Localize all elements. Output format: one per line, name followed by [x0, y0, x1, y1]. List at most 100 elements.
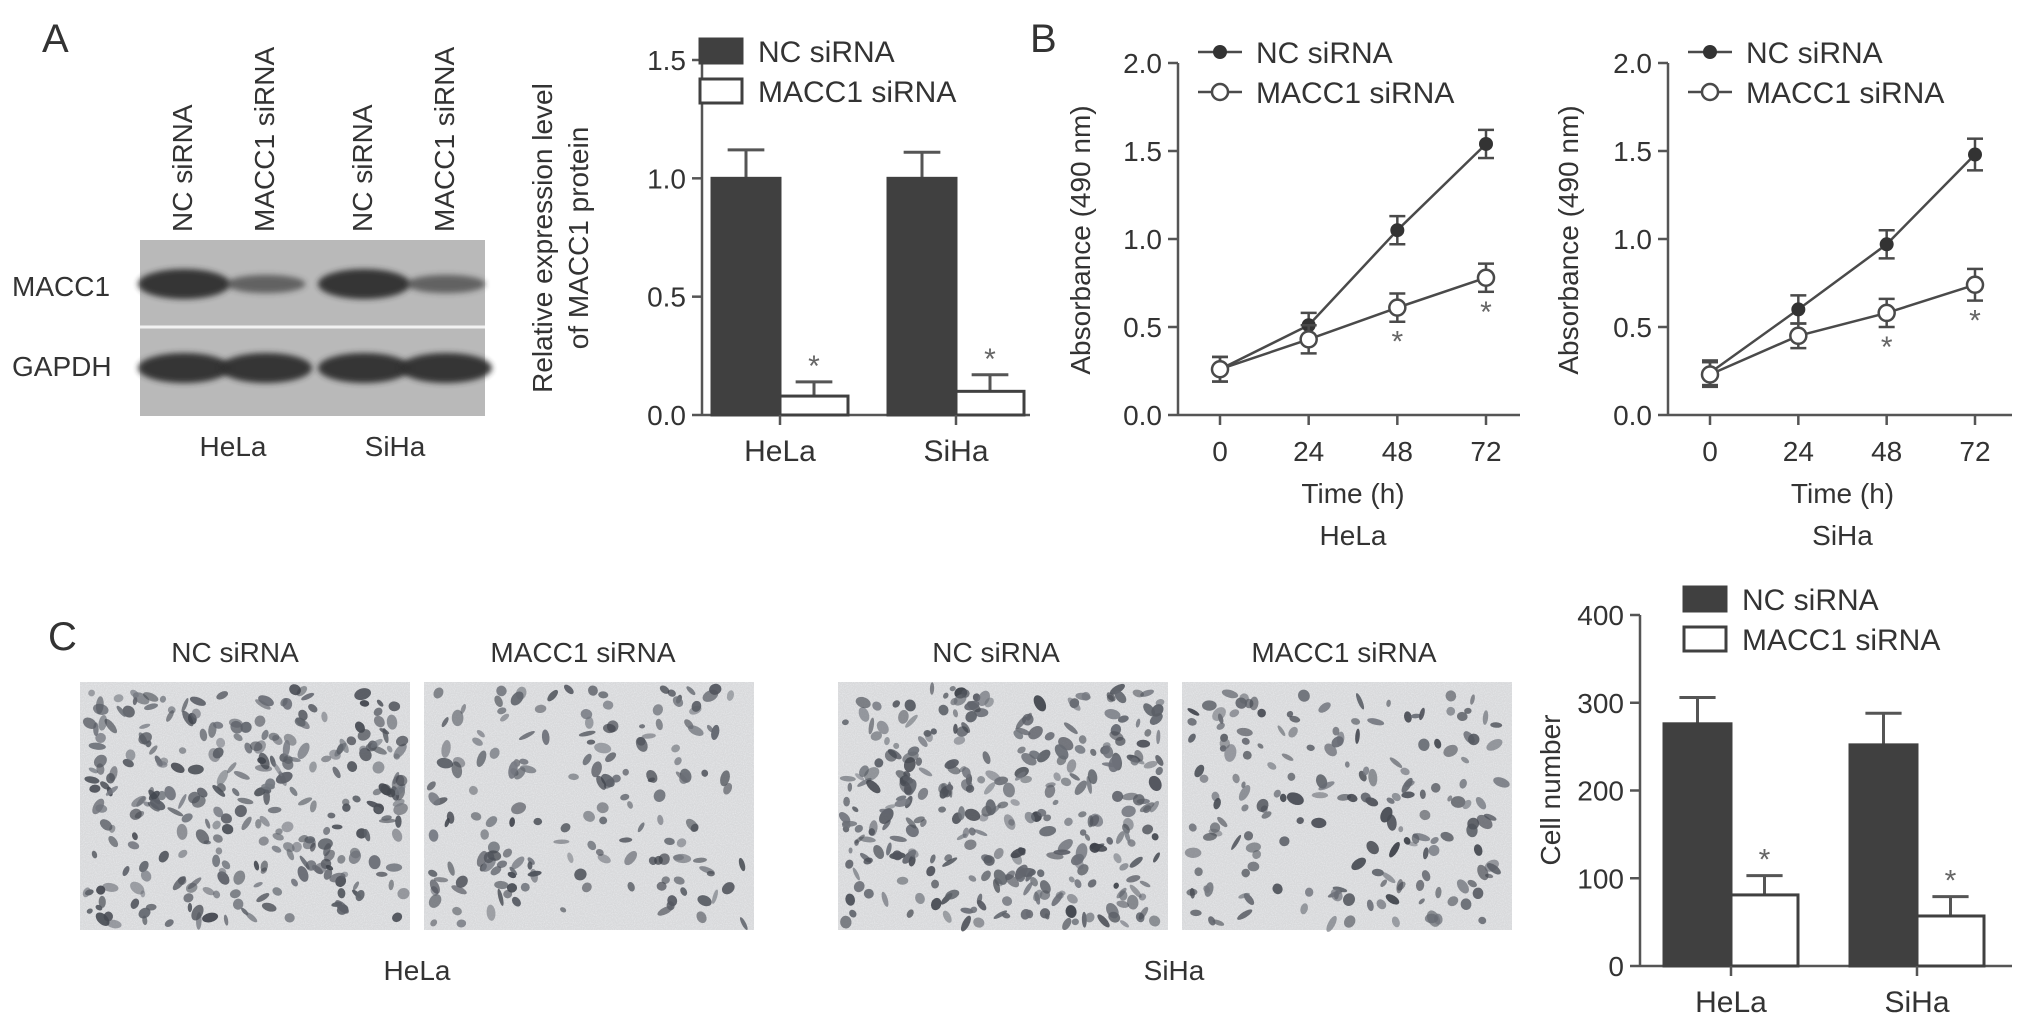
cell-blob — [1286, 792, 1304, 806]
cell-blob — [308, 704, 318, 713]
chart-b-hela-proliferation: 0.0 0.5 1.0 1.5 2.0 0 24 48 72 Time (h) HeLa Absorb… — [1065, 37, 1520, 551]
cell-blob — [1090, 748, 1097, 756]
cell-blob — [1241, 868, 1251, 878]
cell-blob — [1486, 738, 1503, 751]
cell-blob — [672, 696, 684, 707]
cell-blob — [314, 862, 327, 874]
cell-blob — [1326, 915, 1337, 932]
y-tick-label: 1.5 — [1123, 136, 1162, 167]
cell-blob — [1470, 694, 1475, 705]
cell-blob — [652, 704, 664, 716]
cell-blob — [1074, 745, 1086, 754]
cell-blob — [984, 697, 994, 708]
cell-blob — [1351, 718, 1361, 725]
cell-blob — [113, 694, 124, 703]
cell-blob — [917, 736, 928, 747]
cell-blob — [1028, 725, 1043, 740]
cell-blob — [1330, 888, 1343, 902]
cell-blob — [1366, 899, 1374, 912]
cell-blob — [639, 724, 646, 729]
cell-blob — [178, 849, 188, 858]
cell-blob — [1371, 868, 1384, 877]
cell-blob — [673, 876, 685, 885]
data-point — [1700, 365, 1720, 384]
bar — [954, 389, 1026, 417]
cell-blob — [874, 758, 884, 768]
cell-blob — [1135, 718, 1141, 728]
cell-blob — [1087, 815, 1094, 828]
cell-blob — [455, 875, 468, 888]
cell-blob — [280, 697, 288, 707]
panel-label-a: A — [42, 17, 69, 61]
cell-blob — [1482, 710, 1489, 725]
cell-blob — [1132, 794, 1145, 806]
cell-blob — [693, 857, 707, 863]
cell-blob — [130, 689, 139, 698]
cell-blob — [685, 818, 699, 832]
cell-blob — [723, 782, 733, 795]
cell-blob — [195, 829, 210, 845]
bar — [886, 176, 958, 417]
cell-blob — [511, 802, 527, 815]
cell-blob — [706, 870, 715, 877]
legend-marker — [1703, 45, 1717, 59]
cell-blob — [91, 850, 98, 859]
cell-blob — [599, 816, 608, 825]
cell-blob — [953, 736, 966, 745]
cell-blob — [983, 782, 996, 795]
cell-blob — [547, 689, 559, 702]
cell-blob — [98, 715, 108, 731]
cell-blob — [1190, 909, 1202, 917]
cell-blob — [655, 718, 663, 731]
cell-blob — [581, 882, 592, 893]
cell-blob — [213, 806, 224, 818]
cell-blob — [371, 745, 387, 755]
cell-blob — [1462, 799, 1472, 810]
cell-blob — [1043, 814, 1052, 822]
cell-blob — [1109, 731, 1124, 741]
cell-blob — [596, 775, 607, 790]
cell-blob — [82, 717, 97, 729]
cell-blob — [95, 904, 103, 911]
cell-blob — [1473, 844, 1483, 856]
cell-blob — [1078, 811, 1087, 818]
cell-blob — [1144, 729, 1152, 737]
cell-blob — [1468, 733, 1480, 746]
legend-label: NC siRNA — [1746, 37, 1883, 70]
cell-blob — [1367, 718, 1385, 726]
cell-blob — [1212, 919, 1225, 926]
cell-blob — [433, 687, 444, 699]
cell-blob — [938, 806, 947, 813]
cell-blob — [1362, 766, 1370, 776]
cell-blob — [953, 723, 958, 734]
cell-blob — [372, 761, 385, 774]
chart-sublabel: SiHa — [1812, 520, 1873, 551]
cell-blob — [1106, 837, 1114, 845]
cell-blob — [964, 808, 981, 821]
cell-blob — [221, 860, 231, 870]
cell-blob — [584, 716, 594, 729]
cell-blob — [868, 717, 875, 735]
cell-blob — [849, 909, 857, 918]
cell-blob — [289, 786, 298, 797]
cell-blob — [672, 854, 685, 861]
cell-blob — [926, 866, 936, 877]
cell-blob — [393, 753, 400, 760]
data-point — [1299, 330, 1318, 349]
cell-blob — [335, 900, 349, 914]
cell-blob — [1419, 789, 1426, 799]
cell-blob — [199, 728, 208, 742]
cell-blob — [870, 731, 883, 741]
cell-blob — [1380, 806, 1393, 823]
cell-blob — [381, 815, 392, 821]
cell-blob — [1014, 864, 1028, 880]
cell-blob — [1261, 811, 1272, 819]
cell-blob — [229, 889, 241, 899]
cell-blob — [942, 857, 958, 867]
data-point — [1968, 147, 1982, 162]
cell-blob — [958, 806, 965, 820]
cell-blob — [679, 772, 690, 784]
cell-blob — [892, 850, 903, 861]
cell-blob — [373, 707, 383, 717]
data-point — [1789, 326, 1808, 346]
